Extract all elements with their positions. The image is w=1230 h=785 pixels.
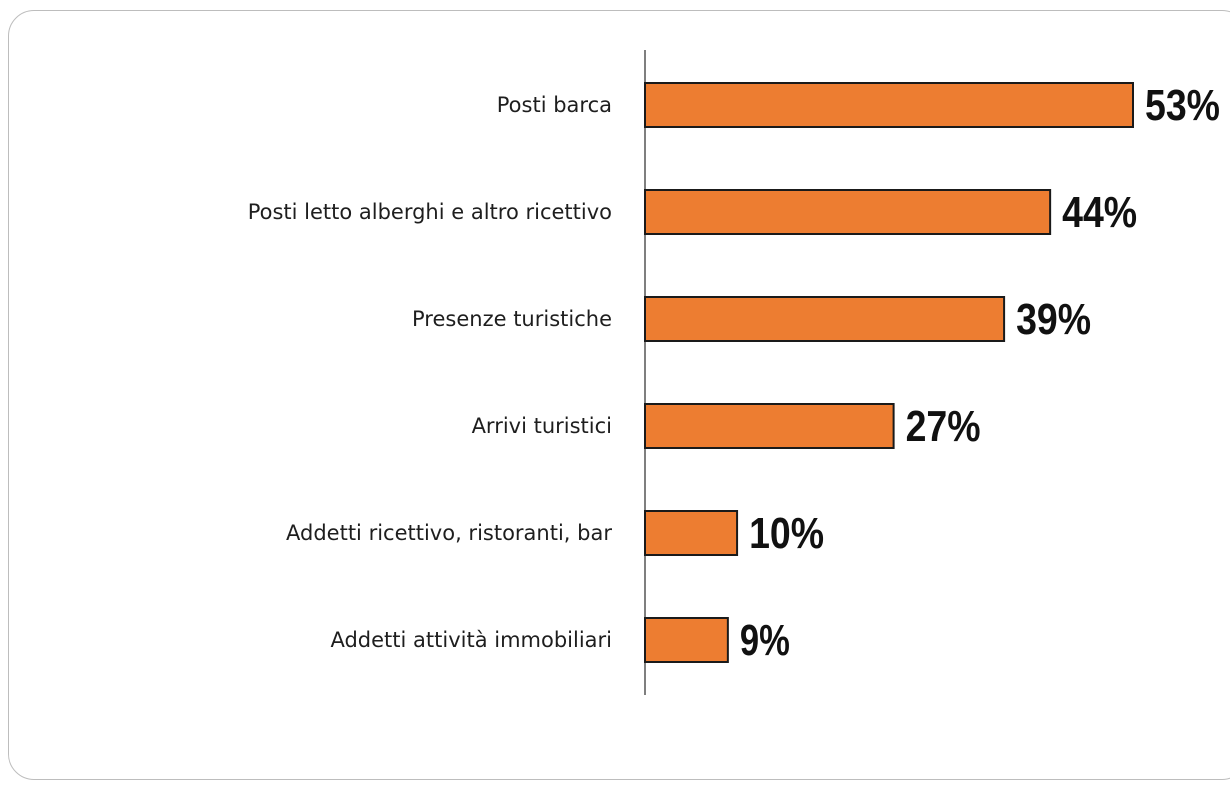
category-label: Arrivi turistici: [472, 414, 612, 438]
bar-5: [644, 617, 729, 663]
value-label: 9%: [740, 616, 790, 665]
category-label: Presenze turistiche: [412, 307, 612, 331]
chart-card: [8, 10, 1230, 780]
value-label: 53%: [1145, 81, 1220, 130]
bar-4: [644, 510, 739, 556]
bar-0: [644, 82, 1134, 128]
value-label: 39%: [1016, 295, 1091, 344]
category-label: Addetti ricettivo, ristoranti, bar: [286, 521, 612, 545]
bar-3: [644, 403, 895, 449]
bar-2: [644, 296, 1006, 342]
category-label: Posti barca: [497, 93, 612, 117]
category-label: Posti letto alberghi e altro ricettivo: [248, 200, 612, 224]
value-label: 10%: [749, 509, 824, 558]
value-label: 44%: [1062, 188, 1137, 237]
category-label: Addetti attività immobiliari: [330, 628, 612, 652]
bar-1: [644, 189, 1052, 235]
value-label: 27%: [906, 402, 981, 451]
